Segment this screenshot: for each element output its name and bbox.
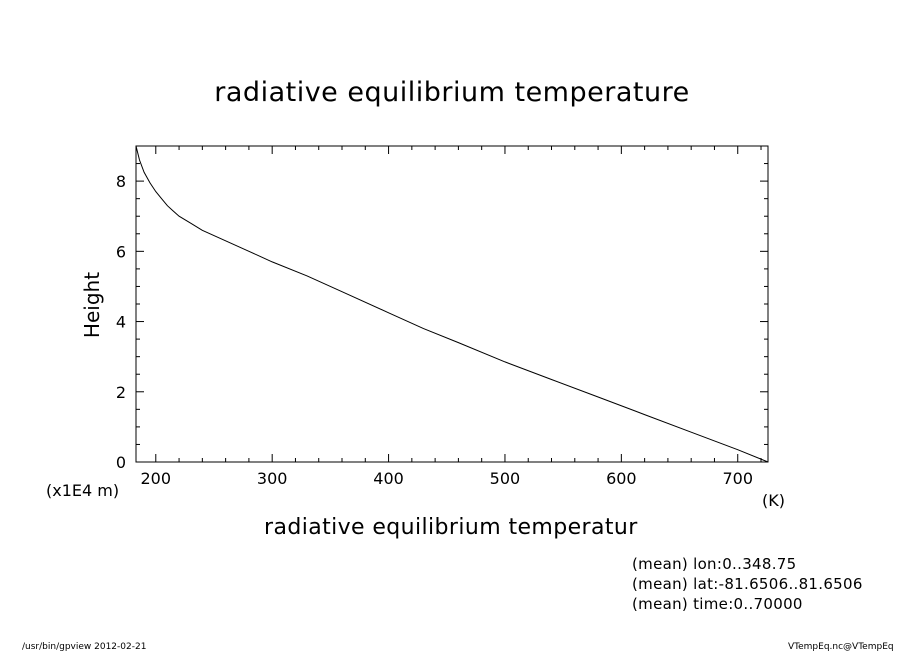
- annotation-lat: (mean) lat:-81.6506..81.6506: [632, 575, 863, 593]
- y-tick-label: 0: [116, 453, 126, 472]
- x-tick-label: 500: [490, 469, 521, 488]
- y-tick-label: 2: [116, 383, 126, 402]
- y-tick-label: 8: [116, 172, 126, 191]
- annotation-lon: (mean) lon:0..348.75: [632, 555, 797, 573]
- x-tick-label: 400: [373, 469, 404, 488]
- x-tick-label: 700: [722, 469, 753, 488]
- y-axis-units: (x1E4 m): [46, 481, 120, 500]
- x-tick-label: 600: [606, 469, 637, 488]
- x-tick-label: 300: [257, 469, 288, 488]
- x-axis-label: radiative equilibrium temperatur: [264, 515, 638, 540]
- x-tick-label: 200: [141, 469, 172, 488]
- series-line-0: [135, 145, 769, 463]
- annotation-time: (mean) time:0..70000: [632, 595, 803, 613]
- footer-command: /usr/bin/gpview 2012-02-21: [22, 642, 147, 652]
- y-tick-label: 6: [116, 242, 126, 261]
- y-tick-label: 4: [116, 313, 126, 332]
- y-axis-label: Height: [80, 271, 104, 339]
- footer-source: VTempEq.nc@VTempEq: [788, 642, 894, 652]
- chart-title: radiative equilibrium temperature: [214, 77, 690, 108]
- x-axis-units: (K): [762, 491, 785, 510]
- plot-frame: [135, 145, 769, 463]
